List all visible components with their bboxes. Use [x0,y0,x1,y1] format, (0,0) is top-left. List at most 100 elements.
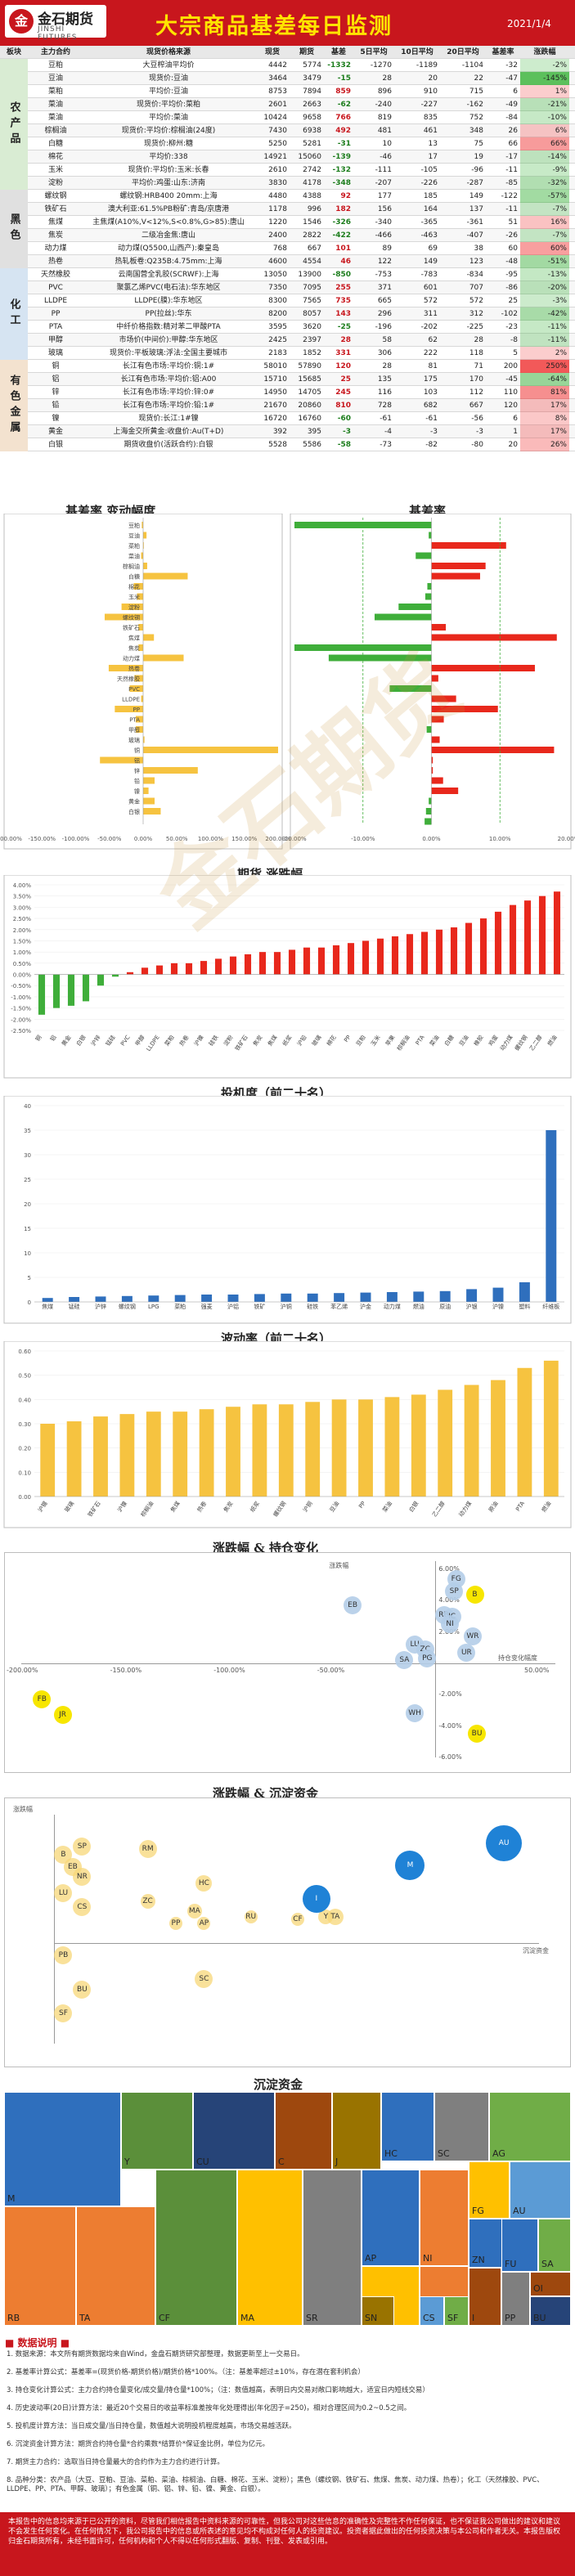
cell-value: -111 [375,166,392,174]
data-bar [95,1296,106,1302]
basis-change-bar [138,644,143,651]
cell-value: -466 [375,231,392,240]
cell-value: 15060 [298,153,321,161]
table-row: 铁矿石 澳大利亚:61.5%PB粉矿:青岛/京唐港 1178 996 182 156 164… [28,203,575,216]
cell-value: 66% [520,137,569,150]
category-label: 菜粕 [128,542,140,550]
category-label: 豆油 [128,532,140,540]
commodity-name: 淀粉 [47,179,63,187]
cell-value: -48 [505,258,518,266]
bubble: SF [54,2004,73,2023]
cell-value: 46 [340,258,351,266]
commodity-name: PVC [48,284,63,292]
column-header: 基差 [330,48,346,56]
data-bar [38,974,46,1015]
cell-value: -56 [471,415,483,423]
basis-change-bar [141,552,143,559]
treemap-cell: RB [4,2206,76,2326]
spot-source: 现货价:平均价:菜粕 [136,101,201,109]
basis-rate-bar [429,532,432,539]
basis-change-bar [137,593,143,600]
bubble: MA [186,1904,202,1919]
treemap-cell: M [4,2092,121,2206]
y-tick-label: 10 [24,1250,31,1257]
commodity-name: 棉花 [47,153,63,161]
commodity-name: 天然橡胶 [40,271,70,279]
spot-source: 长江有色市场:平均价:铝:A00 [120,375,217,384]
cell-value: -25 [337,323,351,331]
basis-rate-bar [431,675,438,682]
cell-value: -340 [375,218,392,227]
data-bar [254,1294,265,1302]
bubble: B [465,1585,484,1604]
category-label: 黄金 [128,798,140,806]
treemap-cell: CF [155,2170,237,2326]
y-tick-label: 4.00% [438,1596,460,1604]
data-bar [273,952,281,975]
cell-value: 21670 [263,402,287,410]
spot-source: 螺纹钢:HRB400 20mm:上海 [119,192,218,200]
basis-change-bar [142,522,143,528]
category-label: 铁矿石 [123,624,140,631]
table-row: 热卷 热轧板卷:Q235B:4.75mm:上海 4600 4554 46 122 149 12… [28,255,575,268]
cell-value: -3 [476,428,483,436]
cell-value: -834 [466,271,483,279]
cell-value: -86 [505,284,518,292]
treemap-label: Y [124,2156,130,2167]
cell-value: -15 [337,74,351,83]
x-tick-label: -10.00% [351,836,375,842]
spot-source: 现货价:平均价:棕榈油(24度) [121,127,216,135]
cell-value: 910 [423,88,438,96]
table-row: LLDPE LLDPE(膜):华东地区 8300 7565 735 665 572 572 25… [28,294,575,307]
cell-value: 665 [377,297,392,305]
commodity-name: 锌 [52,388,60,397]
data-bar [278,1404,294,1497]
data-bar [173,1411,188,1497]
data-bar [126,972,134,975]
x-tick-label: -200.00% [0,836,22,842]
spot-source: 长江有色市场:平均价:锌:0# [122,388,215,397]
cell-value: 25 [508,297,518,305]
data-bar [492,1287,504,1302]
bubble: RM [138,1839,157,1858]
y-axis-title: 涨跌幅 [13,1806,33,1813]
data-bar [360,1292,371,1302]
treemap-label: AU [513,2206,526,2216]
cell-value: 75 [474,140,483,148]
commodity-name: 玻璃 [47,349,63,357]
data-bar [119,1414,135,1497]
cell-value: 81 [428,362,438,370]
cell-value: 2183 [268,349,287,357]
category-label: 苯乙烯 [330,1303,348,1310]
spot-source: 长江有色市场:平均价:铅:1# [122,402,215,410]
treemap-label: BU [533,2313,546,2323]
cell-value: 7095 [303,284,321,292]
table-row: 玉米 现货价:平均价:玉米:长春 2610 2742 -132 -111 -105 -96 -1… [28,164,575,177]
category-label: 硅铁 [307,1303,318,1310]
spot-source: 澳大利亚:61.5%PB粉矿:青岛/京唐港 [107,205,230,213]
x-tick-label: 100.00% [198,836,223,842]
cell-value: 8300 [268,297,287,305]
cell-value: -82 [425,441,438,449]
y-tick-label: -6.00% [438,1753,462,1761]
category-label: 镍 [134,788,140,795]
cell-value: -162 [466,101,483,109]
treemap-label: MA [240,2313,255,2323]
cell-value: 896 [377,88,392,96]
brand-logo: 金 金石期货 JINSHI FUTURES [5,5,106,42]
commodity-name: 菜粕 [47,88,63,96]
cell-value: 2822 [303,231,321,240]
table-row: 棉花 平均价:338 14921 15060 -139 -46 17 19 -17 -14% [28,150,575,164]
cell-value: 89 [382,245,392,253]
x-axis [21,1663,555,1664]
spot-source: 长江有色市场:平均价:铜:1# [122,362,215,370]
cell-value: 348 [469,127,483,135]
cell-value: 149 [423,258,438,266]
treemap-label: C [278,2156,285,2167]
spot-source: 平均价:338 [149,153,188,161]
cell-value: 16760 [298,415,321,423]
cell-value: 123 [469,258,483,266]
bubble: HC [195,1874,213,1892]
data-bar [464,1384,479,1497]
cell-value: -3% [520,294,569,307]
